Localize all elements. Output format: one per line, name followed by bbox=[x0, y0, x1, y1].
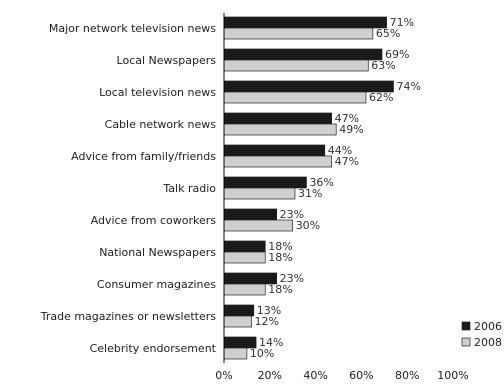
bar-2008 bbox=[223, 315, 252, 328]
value-label-2008: 30% bbox=[296, 219, 320, 232]
bar-2008 bbox=[223, 123, 337, 136]
value-label-2006: 71% bbox=[390, 16, 414, 29]
bar-2006 bbox=[223, 144, 326, 157]
x-tick-label: 40% bbox=[303, 369, 327, 382]
value-label-2008: 49% bbox=[339, 123, 363, 136]
category-label: Major network television news bbox=[49, 22, 216, 35]
value-label-2006: 23% bbox=[280, 208, 304, 221]
x-tick-label: 100% bbox=[437, 369, 468, 382]
legend: 2006 2008 bbox=[461, 320, 502, 349]
value-label-2006: 18% bbox=[268, 240, 292, 253]
value-label-2008: 12% bbox=[254, 315, 278, 328]
category-label: Consumer magazines bbox=[97, 278, 216, 291]
value-label-2008: 62% bbox=[369, 91, 393, 104]
bars bbox=[223, 16, 394, 360]
category-label: Trade magazines or newsletters bbox=[40, 310, 217, 323]
legend-swatch-2008 bbox=[461, 337, 471, 347]
bar-2008 bbox=[223, 27, 374, 40]
category-label: Advice from family/friends bbox=[71, 150, 216, 163]
x-axis-ticks: 0% 20% 40% 60% 80% 100% bbox=[215, 369, 468, 382]
bar-2006 bbox=[223, 112, 332, 125]
category-label: Advice from coworkers bbox=[91, 214, 217, 227]
category-label: Talk radio bbox=[162, 182, 216, 195]
value-labels: 71%65%69%63%74%62%47%49%44%47%36%31%23%3… bbox=[250, 16, 421, 360]
value-label-2006: 23% bbox=[280, 272, 304, 285]
category-label: Cable network news bbox=[105, 118, 217, 131]
value-label-2006: 14% bbox=[259, 336, 283, 349]
value-label-2006: 36% bbox=[309, 176, 333, 189]
bar-2008 bbox=[223, 283, 266, 296]
value-label-2006: 13% bbox=[257, 304, 281, 317]
value-label-2006: 69% bbox=[385, 48, 409, 61]
bar-2006 bbox=[223, 304, 255, 317]
value-label-2008: 63% bbox=[371, 59, 395, 72]
x-tick-label: 80% bbox=[395, 369, 419, 382]
value-label-2008: 47% bbox=[335, 155, 359, 168]
bar-2006 bbox=[223, 240, 266, 253]
x-tick-label: 0% bbox=[215, 369, 232, 382]
category-label: Celebrity endorsement bbox=[90, 342, 217, 355]
bar-2006 bbox=[223, 16, 387, 29]
category-labels: Major network television news Local Newsp… bbox=[40, 22, 217, 355]
value-label-2008: 18% bbox=[268, 283, 292, 296]
value-label-2008: 65% bbox=[376, 27, 400, 40]
category-label: National Newspapers bbox=[99, 246, 216, 259]
x-tick-label: 60% bbox=[349, 369, 373, 382]
value-label-2008: 10% bbox=[250, 347, 274, 360]
bar-2006 bbox=[223, 208, 278, 221]
bar-2008 bbox=[223, 251, 266, 264]
legend-label-2008: 2008 bbox=[474, 336, 502, 349]
bar-2006 bbox=[223, 48, 383, 61]
value-label-2006: 44% bbox=[328, 144, 352, 157]
value-label-2008: 18% bbox=[268, 251, 292, 264]
legend-label-2006: 2006 bbox=[474, 320, 502, 333]
category-label: Local Newspapers bbox=[117, 54, 217, 67]
value-label-2006: 47% bbox=[335, 112, 359, 125]
bar-2008 bbox=[223, 155, 332, 168]
x-tick-label: 20% bbox=[258, 369, 282, 382]
category-label: Local television news bbox=[99, 86, 216, 99]
legend-swatch-2006 bbox=[461, 321, 471, 331]
bar-2008 bbox=[223, 91, 367, 104]
bar-2008 bbox=[223, 219, 294, 232]
bar-2008 bbox=[223, 59, 369, 72]
bar-2008 bbox=[223, 347, 248, 360]
bar-2008 bbox=[223, 187, 296, 200]
value-label-2006: 74% bbox=[396, 80, 420, 93]
bar-2006 bbox=[223, 176, 307, 189]
value-label-2008: 31% bbox=[298, 187, 322, 200]
